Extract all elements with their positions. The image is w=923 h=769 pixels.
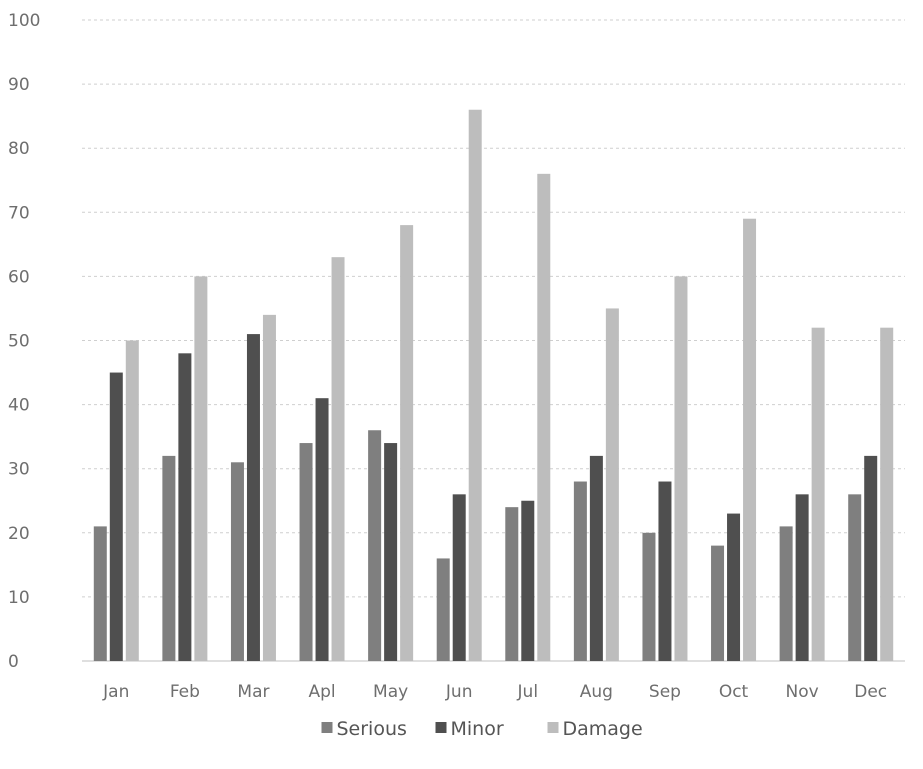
y-tick-label: 10 <box>8 588 30 608</box>
bar-damage-oct <box>743 218 757 661</box>
bar-damage-feb <box>194 276 208 661</box>
legend-swatch-minor <box>435 722 447 733</box>
y-tick-label: 30 <box>8 460 30 480</box>
x-tick-label: May <box>373 682 408 702</box>
bar-damage-dec <box>880 327 894 661</box>
bar-minor-dec <box>864 455 878 661</box>
x-tick-label: Nov <box>786 682 819 702</box>
bar-damage-jun <box>468 109 482 662</box>
y-tick-label: 0 <box>8 652 19 672</box>
bar-damage-sep <box>674 276 688 661</box>
legend-swatch-serious <box>321 722 333 733</box>
bar-serious-jan <box>93 526 107 661</box>
bar-serious-jun <box>436 558 450 661</box>
x-tick-label: Mar <box>237 682 269 702</box>
bar-damage-mar <box>262 314 276 661</box>
bar-minor-feb <box>178 353 192 661</box>
x-tick-label: Jul <box>517 682 539 702</box>
y-tick-label: 60 <box>8 267 30 287</box>
y-tick-label: 40 <box>8 396 30 416</box>
legend-label-minor: Minor <box>451 718 504 740</box>
y-tick-label: 80 <box>8 139 30 159</box>
legend-label-damage: Damage <box>563 718 643 740</box>
bar-serious-apl <box>299 443 313 661</box>
bar-damage-apl <box>331 257 345 661</box>
y-tick-label: 70 <box>8 203 30 223</box>
y-tick-label: 90 <box>8 75 30 95</box>
x-tick-label: Sep <box>649 682 681 702</box>
bar-serious-feb <box>162 455 176 661</box>
bar-minor-may <box>384 443 398 661</box>
bar-minor-aug <box>589 455 603 661</box>
x-tick-label: Aug <box>580 682 613 702</box>
bar-serious-jul <box>505 507 519 661</box>
bar-damage-jul <box>537 173 551 661</box>
bar-serious-nov <box>779 526 793 661</box>
x-tick-label: Jun <box>445 682 473 702</box>
bar-minor-jul <box>521 500 535 661</box>
legend: Serious Minor Damage <box>321 718 643 740</box>
bar-minor-sep <box>658 481 672 661</box>
x-tick-label: Feb <box>170 682 200 702</box>
bar-damage-may <box>400 225 414 661</box>
legend-swatch-damage <box>547 722 559 733</box>
bar-serious-oct <box>711 545 725 661</box>
bar-serious-dec <box>848 494 862 661</box>
y-axis: 0 10 20 30 40 50 60 70 80 90 100 <box>8 11 40 672</box>
bar-minor-jan <box>109 372 123 661</box>
bar-minor-oct <box>727 513 741 661</box>
bar-serious-aug <box>573 481 587 661</box>
bar-damage-jan <box>125 340 139 661</box>
bar-damage-aug <box>605 308 619 661</box>
bar-serious-sep <box>642 532 656 661</box>
y-tick-label: 50 <box>8 332 30 352</box>
legend-label-serious: Serious <box>337 718 407 740</box>
bar-serious-may <box>368 430 382 661</box>
bar-minor-apl <box>315 398 329 661</box>
y-tick-label: 20 <box>8 524 30 544</box>
x-tick-label: Jan <box>102 682 129 702</box>
x-axis: Jan Feb Mar Apl May Jun Jul Aug Sep Oct Nov Dec <box>102 682 887 702</box>
x-tick-label: Oct <box>719 682 749 702</box>
bar-minor-nov <box>795 494 809 661</box>
bar-damage-nov <box>811 327 825 661</box>
bar-minor-jun <box>452 494 466 661</box>
gridlines <box>82 19 905 662</box>
bar-serious-mar <box>230 462 244 661</box>
x-tick-label: Apl <box>308 682 335 702</box>
x-tick-label: Dec <box>854 682 887 702</box>
bars <box>93 109 894 662</box>
bar-minor-mar <box>246 334 260 661</box>
y-tick-label: 100 <box>8 11 40 31</box>
